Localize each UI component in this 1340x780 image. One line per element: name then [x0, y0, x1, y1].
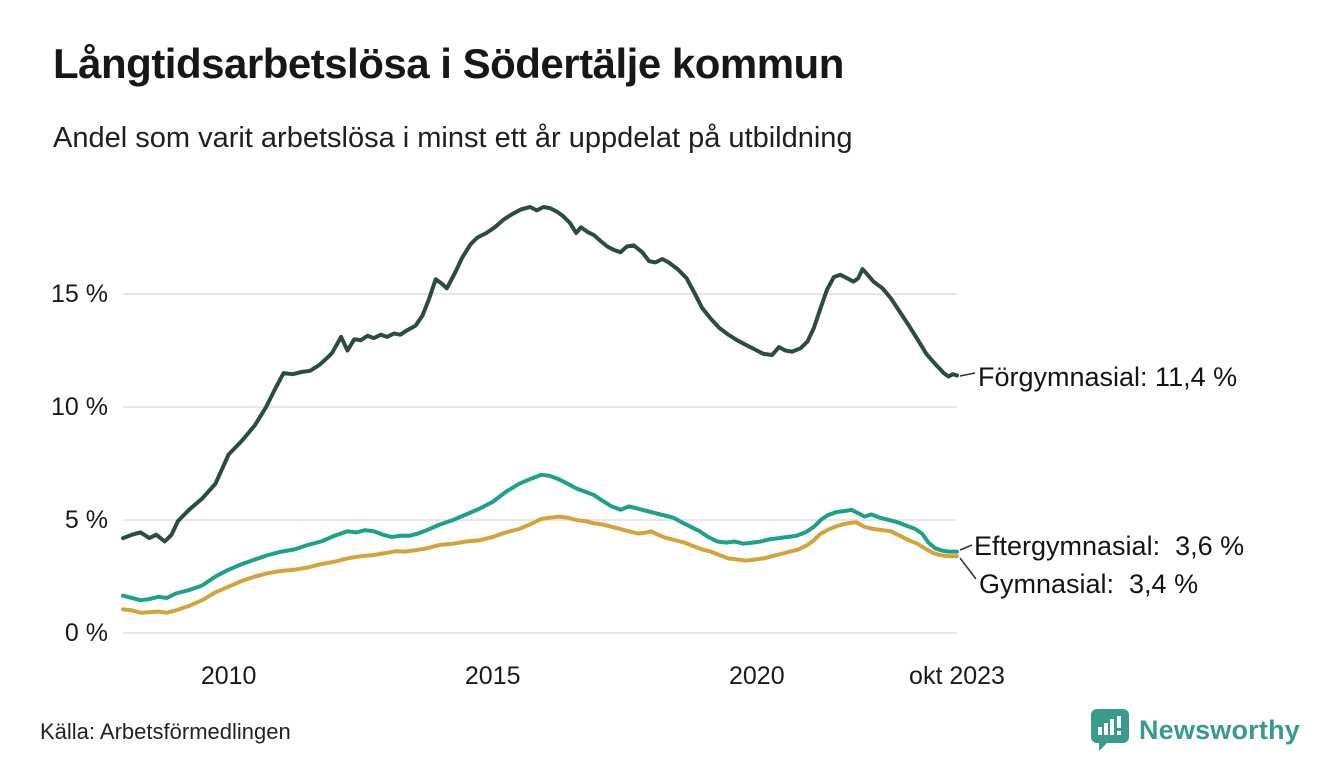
series-end-label-eftergymnasial: Eftergymnasial: 3,6 % [974, 531, 1245, 561]
x-axis-tick-label: okt 2023 [909, 662, 1005, 690]
y-axis-tick-label: 10 % [51, 393, 108, 421]
brand-wordmark: Newsworthy [1138, 714, 1300, 745]
series-end-label-forgymnasial: Förgymnasial: 11,4 % [978, 362, 1238, 392]
x-axis-tick-label: 2020 [729, 662, 785, 690]
page-subtitle: Andel som varit arbetslösa i minst ett å… [53, 122, 853, 154]
page-title: Långtidsarbetslösa i Södertälje kommun [53, 40, 844, 87]
x-axis-tick-label: 2015 [464, 662, 521, 690]
y-axis-tick-label: 0 % [64, 619, 108, 647]
annotation-connector [959, 557, 977, 580]
series-end-label-gymnasial: Gymnasial: 3,4 % [979, 569, 1199, 599]
annotation-connector [959, 544, 973, 551]
x-axis-tick-label: 2010 [200, 662, 257, 690]
annotation-connector [959, 372, 976, 377]
line-gymnasial [121, 514, 959, 615]
y-axis-tick-label: 15 % [51, 280, 108, 308]
line-eftergymnasial [121, 472, 959, 603]
line-forgymnasial [121, 205, 959, 544]
bar-chart-speech-bubble-icon [1090, 708, 1130, 752]
source-attribution: Källa: Arbetsförmedlingen [40, 719, 291, 744]
y-axis-tick-label: 5 % [64, 506, 108, 534]
newsworthy-logo: Newsworthy [1090, 708, 1300, 752]
